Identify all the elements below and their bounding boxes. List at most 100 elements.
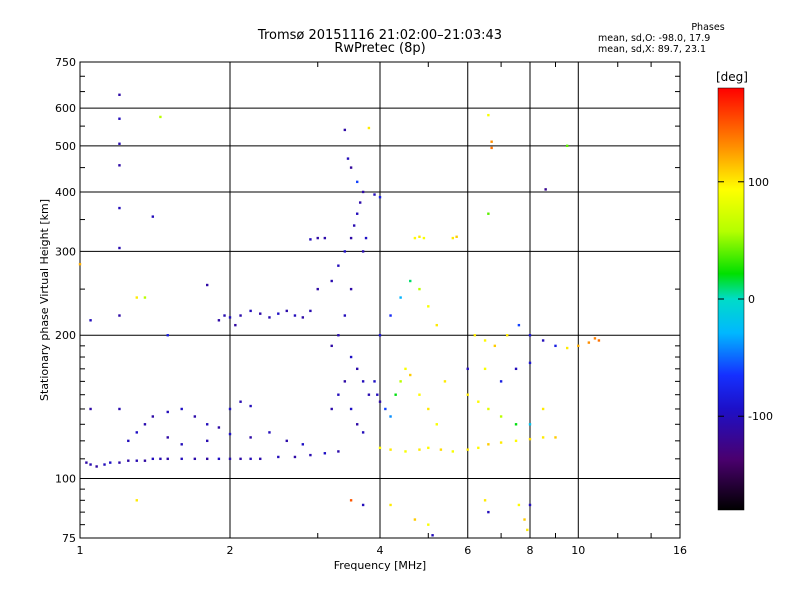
data-point [166,457,169,461]
data-point [127,459,130,462]
data-point [323,236,327,240]
data-point [394,393,397,396]
data-point [316,287,319,291]
data-point [528,437,532,441]
data-point [337,450,340,453]
data-point [180,457,183,461]
data-point [193,415,197,418]
y-tick-label: 100 [55,473,76,486]
data-point [349,287,353,291]
data-point [514,423,518,426]
data-point [435,423,438,426]
data-point [118,93,121,96]
data-point [330,407,333,411]
data-point [427,523,430,526]
data-point [499,380,503,383]
data-point [514,439,518,443]
data-point [330,279,333,283]
data-point [249,436,252,439]
data-point [477,446,480,450]
data-point [528,423,532,426]
colorbar-tick-label: 100 [748,176,769,189]
phase-stats-x: mean, sd,X: 89.7, 23.1 [598,44,707,55]
data-point [367,393,371,396]
tick-labels: 1 2 4 6 8 10 16 75 100 200 300 400 500 600 750 [55,56,687,557]
data-point [118,246,121,250]
data-point [373,193,376,196]
chart-title: Tromsø 20151116 21:02:00–21:03:43 [257,28,503,43]
data-point [487,510,490,514]
data-point [528,503,532,507]
data-point [159,457,162,461]
data-point [493,344,497,348]
data-point [597,339,601,342]
data-point [466,367,469,371]
data-point [487,212,490,215]
data-point [361,431,365,434]
data-point [490,140,493,143]
data-point [451,450,455,453]
data-point [166,334,169,337]
data-point [435,323,438,327]
data-point [490,146,493,150]
y-tick-label: 600 [55,102,76,115]
y-axis-label: Stationary phase Virtual Height [km] [38,199,51,401]
data-point [373,380,376,383]
data-point [159,115,162,119]
data-point [554,344,557,348]
colorbar-tick-label: -100 [748,410,773,423]
data-point [228,407,232,411]
data-point [443,380,447,383]
data-point [378,195,382,199]
data-point [205,439,209,443]
data-point [593,337,597,340]
data-point [367,126,371,130]
data-point [418,235,421,238]
data-point [349,407,353,411]
data-point [217,319,221,322]
chart-subtitle: RwPretec (8p) [334,41,426,56]
data-point [523,518,526,521]
x-tick-label: 4 [377,544,384,557]
data-point [361,190,365,194]
y-tick-label: 400 [55,186,76,199]
data-point [565,144,569,148]
data-point [301,443,305,446]
data-point [587,341,591,344]
data-point [466,393,469,396]
data-point [404,450,407,453]
data-point [349,355,353,359]
x-tick-label: 10 [571,544,585,557]
data-point [223,314,226,317]
phase-stats: Phases mean, sd,O: -98.0, 17.9 mean, sd,… [598,22,758,55]
data-point [180,443,183,446]
data-point [151,415,155,418]
data-point [483,367,487,371]
data-point [565,346,569,350]
data-point [349,499,353,502]
data-point [285,439,288,443]
data-point [418,448,421,451]
data-point [135,296,138,299]
data-point [89,319,92,322]
y-tick-label: 300 [55,245,76,258]
data-point [389,448,392,451]
data-point [541,407,545,411]
data-point [378,334,382,337]
data-point [499,441,503,444]
data-point [259,457,262,461]
phase-stats-o: mean, sd,O: -98.0, 17.9 [598,33,711,44]
data-point [143,296,147,299]
data-point [473,334,477,337]
data-point [89,407,92,411]
data-point [277,312,280,315]
data-point [285,309,288,313]
data-point [228,432,232,436]
data-point [413,518,417,521]
data-point [234,323,237,327]
data-point [487,443,490,446]
data-point [330,344,333,348]
data-point [376,393,379,396]
data-point [349,166,353,169]
data-point [427,407,430,411]
